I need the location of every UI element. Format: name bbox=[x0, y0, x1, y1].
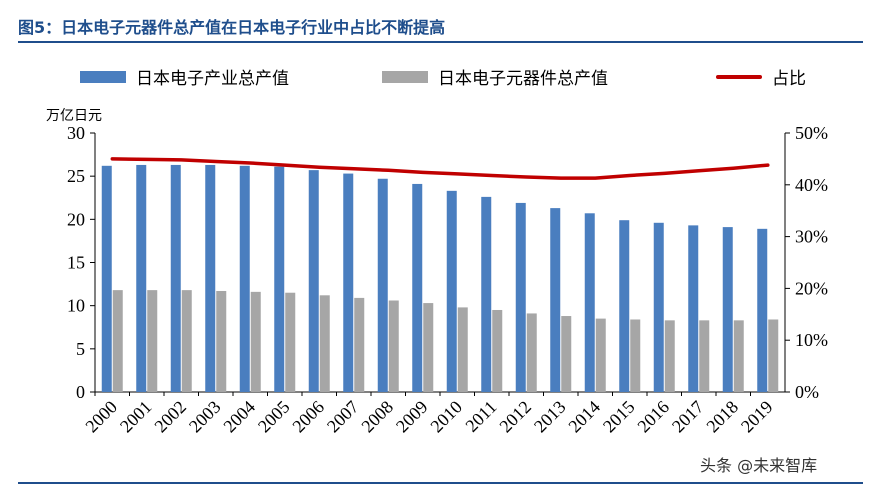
left-axis-tick-label: 5 bbox=[76, 339, 85, 359]
bar-electronics-total bbox=[584, 213, 595, 392]
right-axis-tick-label: 30% bbox=[795, 227, 828, 247]
bar-electronics-total bbox=[377, 178, 388, 392]
bar-components-total bbox=[733, 320, 744, 392]
x-axis-tick-label: 2010 bbox=[426, 397, 466, 437]
legend-label-electronics-total: 日本电子产业总产值 bbox=[136, 69, 289, 89]
title-divider bbox=[18, 41, 863, 43]
x-axis-tick-label: 2019 bbox=[737, 397, 777, 437]
bottom-divider bbox=[18, 482, 863, 484]
bar-components-total bbox=[768, 319, 779, 392]
legend-swatch-electronics-total bbox=[80, 70, 126, 83]
bar-electronics-total bbox=[205, 164, 216, 392]
left-axis-tick-label: 10 bbox=[67, 296, 85, 316]
bar-components-total bbox=[216, 290, 227, 392]
bar-electronics-total bbox=[757, 228, 768, 392]
bar-components-total bbox=[561, 316, 572, 392]
bar-components-total bbox=[699, 320, 710, 392]
bar-components-total bbox=[112, 290, 123, 392]
bar-electronics-total bbox=[446, 190, 457, 392]
x-axis-tick-label: 2011 bbox=[461, 397, 500, 436]
bar-components-total bbox=[423, 303, 434, 392]
bar-components-total bbox=[285, 292, 296, 392]
right-axis-tick-label: 0% bbox=[795, 382, 819, 402]
x-axis-tick-label: 2018 bbox=[702, 397, 742, 437]
bar-components-total bbox=[319, 295, 330, 392]
bar-electronics-total bbox=[343, 173, 354, 392]
legend-item-share: 占比 bbox=[716, 64, 806, 89]
right-axis-tick-label: 10% bbox=[795, 330, 828, 350]
bar-electronics-total bbox=[515, 202, 526, 392]
bar-electronics-total bbox=[308, 170, 319, 392]
bar-components-total bbox=[595, 318, 606, 392]
chart-legend: 日本电子产业总产值 日本电子元器件总产值 占比 bbox=[0, 64, 871, 90]
legend-line-share bbox=[716, 74, 762, 79]
legend-swatch-components-total bbox=[382, 70, 428, 83]
x-axis-tick-label: 2006 bbox=[288, 397, 328, 437]
line-share bbox=[110, 157, 770, 180]
bar-components-total bbox=[388, 300, 399, 392]
right-axis-tick-label: 50% bbox=[795, 123, 828, 143]
bar-electronics-total bbox=[722, 227, 733, 392]
x-axis-tick-label: 2002 bbox=[150, 397, 190, 437]
bar-components-total bbox=[354, 297, 365, 392]
left-axis-tick-label: 0 bbox=[76, 382, 85, 402]
x-axis-tick-label: 2005 bbox=[254, 397, 294, 437]
x-axis-tick-label: 2008 bbox=[357, 397, 397, 437]
watermark-text: 头条 @未来智库 bbox=[700, 456, 818, 475]
bar-components-total bbox=[492, 309, 503, 392]
bar-electronics-total bbox=[619, 220, 630, 392]
x-axis-tick-label: 2014 bbox=[564, 397, 604, 437]
bar-electronics-total bbox=[550, 208, 561, 392]
right-axis-tick-label: 40% bbox=[795, 175, 828, 195]
x-axis-tick-label: 2007 bbox=[323, 397, 363, 437]
legend-label-components-total: 日本电子元器件总产值 bbox=[438, 69, 608, 89]
x-axis-tick-label: 2015 bbox=[599, 397, 639, 437]
x-axis-tick-label: 2004 bbox=[219, 397, 259, 437]
bar-components-total bbox=[457, 307, 468, 392]
bar-electronics-total bbox=[239, 165, 250, 392]
x-axis-tick-label: 2003 bbox=[185, 397, 225, 437]
x-axis-tick-label: 2001 bbox=[116, 397, 156, 437]
left-axis-unit-label: 万亿日元 bbox=[46, 108, 102, 124]
bar-components-total bbox=[147, 290, 158, 392]
bar-electronics-total bbox=[653, 222, 664, 392]
x-axis-tick-label: 2009 bbox=[392, 397, 432, 437]
bar-electronics-total bbox=[101, 165, 112, 392]
x-axis-tick-label: 2012 bbox=[495, 397, 535, 437]
x-axis-tick-label: 2000 bbox=[81, 397, 121, 437]
bar-components-total bbox=[181, 290, 192, 392]
left-axis-tick-label: 30 bbox=[67, 123, 85, 143]
bar-components-total bbox=[630, 319, 641, 392]
x-axis-tick-label: 2017 bbox=[668, 397, 708, 437]
legend-label-share: 占比 bbox=[772, 69, 806, 89]
figure-title: 图5：日本电子元器件总产值在日本电子行业中占比不断提高 bbox=[18, 18, 446, 37]
bar-components-total bbox=[250, 291, 261, 392]
right-axis-tick-label: 20% bbox=[795, 278, 828, 298]
bar-electronics-total bbox=[136, 164, 147, 392]
left-axis-tick-label: 15 bbox=[67, 253, 85, 273]
bar-electronics-total bbox=[688, 225, 699, 392]
bar-electronics-total bbox=[412, 183, 423, 392]
bar-components-total bbox=[664, 320, 675, 392]
legend-item-electronics-total: 日本电子产业总产值 bbox=[80, 64, 289, 89]
bar-electronics-total bbox=[481, 196, 492, 392]
x-axis-tick-label: 2016 bbox=[633, 397, 673, 437]
legend-item-components-total: 日本电子元器件总产值 bbox=[382, 64, 608, 89]
bar-components-total bbox=[526, 313, 537, 392]
x-axis-tick-label: 2013 bbox=[530, 397, 570, 437]
left-axis-tick-label: 20 bbox=[67, 209, 85, 229]
bar-electronics-total bbox=[274, 166, 285, 392]
bar-electronics-total bbox=[170, 164, 181, 392]
left-axis-tick-label: 25 bbox=[67, 166, 85, 186]
